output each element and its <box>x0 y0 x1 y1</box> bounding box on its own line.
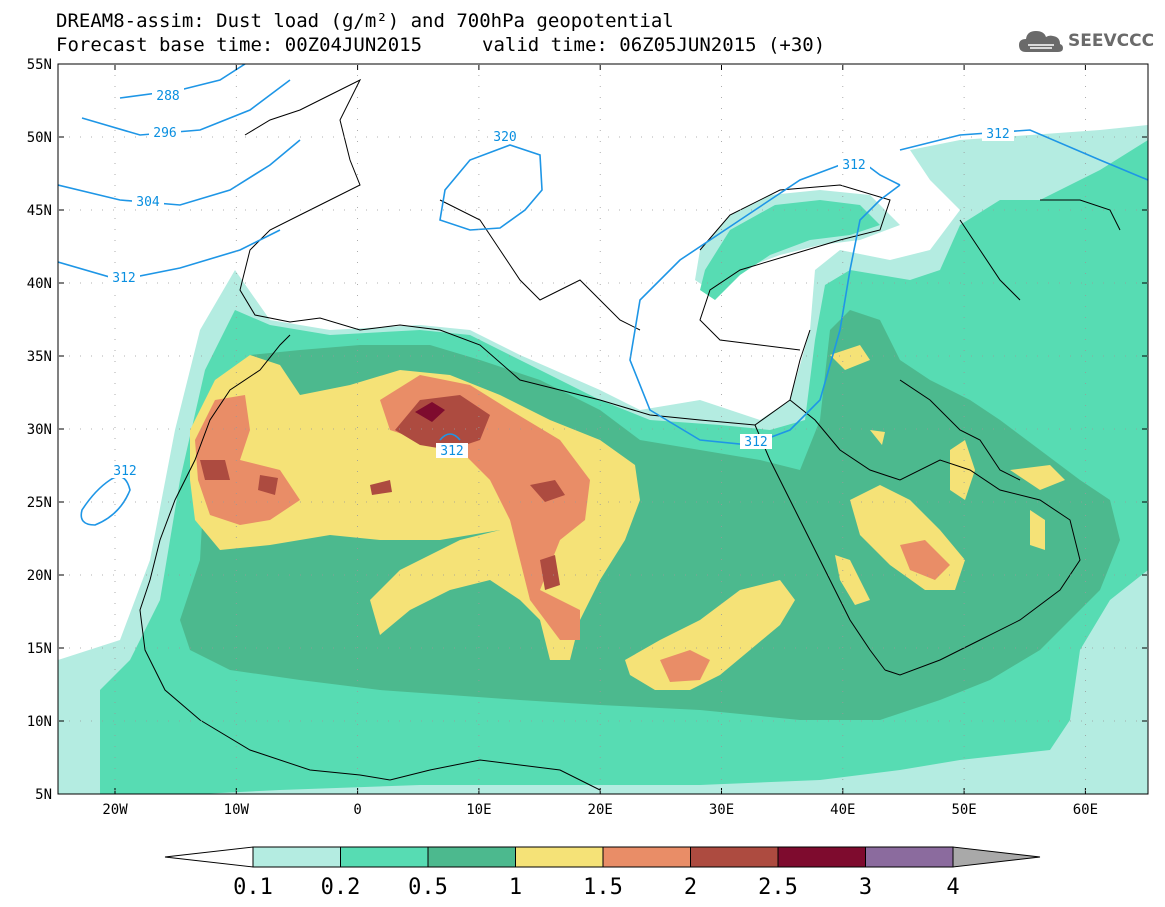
contour-labels: 288 296 304 312 320 312 312 312 312 312 <box>108 88 1014 479</box>
colorbar-label: 3 <box>859 875 872 900</box>
dust-area-1-5-sudan <box>660 650 710 682</box>
colorbar-label: 4 <box>946 875 959 900</box>
lon-label: 10W <box>224 802 250 818</box>
lon-label: 20W <box>102 802 128 818</box>
colorbar-segment <box>602 846 691 868</box>
contour-label: 296 <box>153 126 176 141</box>
lat-label: 10N <box>27 714 52 730</box>
contour-label: 288 <box>156 89 179 104</box>
cloud-icon <box>1019 31 1063 52</box>
longitude-labels: 20W 10W 0 10E 20E 30E 40E 50E 60E <box>102 64 1098 818</box>
lat-label: 40N <box>27 276 52 292</box>
colorbar: 0.1 0.2 0.5 1 1.5 2 2.5 3 4 <box>164 846 1041 900</box>
colorbar-label: 0.2 <box>321 875 361 900</box>
lon-label: 60E <box>1073 802 1098 818</box>
contour-label: 320 <box>493 130 516 145</box>
colorbar-label: 1.5 <box>583 875 623 900</box>
lon-label: 10E <box>466 802 491 818</box>
base-time: Forecast base time: 00Z04JUN2015 <box>56 34 423 56</box>
colorbar-label: 0.5 <box>408 875 448 900</box>
lat-label: 20N <box>27 568 52 584</box>
contour-label: 304 <box>136 195 160 210</box>
seevccc-logo: SEEVCCC <box>1018 26 1154 56</box>
colorbar-segment <box>427 846 516 868</box>
colorbar-segment <box>515 846 604 868</box>
lat-label: 55N <box>27 57 52 73</box>
colorbar-segment <box>340 846 429 868</box>
contour-label: 312 <box>842 158 865 173</box>
lon-label: 50E <box>951 802 976 818</box>
lat-label: 5N <box>35 787 52 803</box>
contour-label: 312 <box>440 444 463 459</box>
dust-area-2-5 <box>415 402 445 422</box>
contour-label: 312 <box>113 464 136 479</box>
contour-label: 312 <box>986 127 1009 142</box>
colorbar-label: 0.1 <box>233 875 273 900</box>
geopotential-contours <box>58 64 1148 526</box>
coastlines <box>139 78 1121 791</box>
lon-label: 20E <box>588 802 613 818</box>
dust-area-0-2-anatolia <box>700 200 880 300</box>
colorbar-segment <box>690 846 779 868</box>
logo-text: SEEVCCC <box>1068 31 1155 51</box>
lat-label: 25N <box>27 495 52 511</box>
lon-label: 40E <box>830 802 855 818</box>
dust-area-2-central <box>200 395 565 590</box>
colorbar-label: 1 <box>509 875 522 900</box>
colorbar-segment <box>252 846 341 868</box>
lat-label: 35N <box>27 349 52 365</box>
colorbar-max-arrow <box>952 846 1041 868</box>
lat-label: 50N <box>27 130 52 146</box>
colorbar-segment <box>865 846 954 868</box>
lat-label: 45N <box>27 203 52 219</box>
latitude-labels: 55N 50N 45N 40N 35N 30N 25N 20N 15N 10N 5N <box>27 57 1148 803</box>
dust-field <box>58 64 1148 794</box>
valid-time: valid time: 06Z05JUN2015 (+30) <box>482 34 826 56</box>
contour-label: 312 <box>744 435 767 450</box>
contour-label: 312 <box>112 271 135 286</box>
colorbar-label: 2 <box>684 875 697 900</box>
map-title: DREAM8-assim: Dust load (g/m²) and 700hP… <box>56 10 674 32</box>
colorbar-min-arrow <box>164 846 254 868</box>
lon-label: 30E <box>709 802 734 818</box>
colorbar-segment <box>777 846 866 868</box>
dust-area-1-gulf <box>830 345 1065 605</box>
lon-label: 0 <box>353 802 361 818</box>
colorbar-label: 2.5 <box>758 875 798 900</box>
lat-label: 15N <box>27 641 52 657</box>
dust-area-1-5-arabia <box>900 540 950 580</box>
lat-label: 30N <box>27 422 52 438</box>
